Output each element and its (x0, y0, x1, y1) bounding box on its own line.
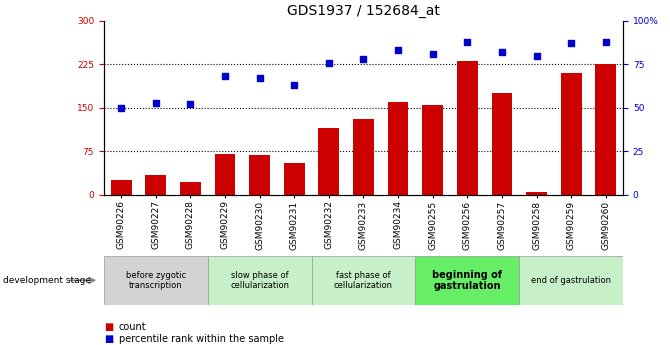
Point (427, 51, 438, 57)
Point (393, 48, 403, 53)
Text: ■: ■ (104, 334, 113, 344)
Point (324, 60, 334, 65)
Point (565, 41, 576, 46)
Point (220, 74, 230, 79)
FancyBboxPatch shape (415, 256, 519, 305)
Point (150, 100, 161, 105)
Text: fast phase of
cellularization: fast phase of cellularization (334, 270, 393, 290)
Bar (180, 182, 201, 195)
Bar (492, 93, 513, 195)
Text: development stage: development stage (3, 276, 91, 285)
Text: end of gastrulation: end of gastrulation (531, 276, 611, 285)
Point (116, 105, 127, 111)
Bar (145, 175, 166, 195)
Title: GDS1937 / 152684_at: GDS1937 / 152684_at (287, 4, 440, 18)
Bar (111, 180, 131, 195)
Bar (422, 105, 443, 195)
Text: ■: ■ (104, 322, 113, 332)
Point (255, 76, 265, 81)
Bar (561, 73, 582, 195)
Point (600, 39, 611, 45)
Bar (249, 156, 270, 195)
Bar (318, 128, 339, 195)
Text: count: count (119, 322, 146, 332)
Bar (457, 61, 478, 195)
FancyBboxPatch shape (208, 256, 312, 305)
Bar (526, 192, 547, 195)
Point (185, 101, 196, 107)
Bar (284, 163, 305, 195)
Point (496, 49, 507, 55)
FancyBboxPatch shape (312, 256, 415, 305)
Point (289, 82, 299, 88)
Text: before zygotic
transcription: before zygotic transcription (126, 270, 186, 290)
Bar (214, 154, 235, 195)
FancyBboxPatch shape (519, 256, 623, 305)
Point (531, 53, 542, 58)
FancyBboxPatch shape (104, 256, 208, 305)
Bar (388, 102, 409, 195)
Text: beginning of
gastrulation: beginning of gastrulation (432, 269, 502, 291)
Bar (596, 64, 616, 195)
Bar (353, 119, 374, 195)
Text: percentile rank within the sample: percentile rank within the sample (119, 334, 283, 344)
Point (358, 56, 369, 62)
Text: slow phase of
cellularization: slow phase of cellularization (230, 270, 289, 290)
Point (462, 39, 473, 45)
